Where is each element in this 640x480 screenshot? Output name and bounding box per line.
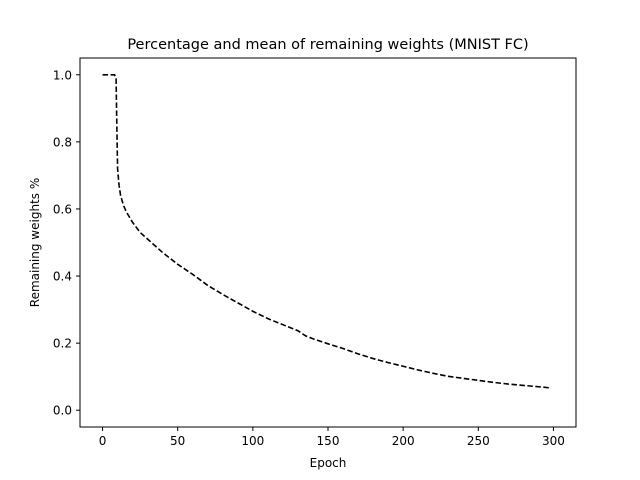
y-tick-label: 1.0	[53, 68, 72, 82]
series-line	[102, 73, 550, 389]
y-tick-label: 0.4	[53, 270, 72, 284]
x-tick-label: 300	[542, 434, 565, 448]
x-axis-label: Epoch	[310, 456, 347, 470]
chart-title: Percentage and mean of remaining weights…	[127, 37, 528, 53]
y-tick-label: 0.8	[53, 135, 72, 149]
y-tick-label: 0.0	[53, 404, 72, 418]
x-tick-label: 100	[241, 434, 264, 448]
x-tick-label: 150	[317, 434, 340, 448]
x-tick-label: 200	[392, 434, 415, 448]
y-axis-label: Remaining weights %	[28, 178, 42, 307]
y-tick-label: 0.2	[53, 337, 72, 351]
x-tick-label: 0	[99, 434, 107, 448]
y-tick-label: 0.6	[53, 202, 72, 216]
x-tick-label: 50	[170, 434, 185, 448]
plot-frame	[79, 57, 577, 428]
plot-area	[80, 58, 576, 427]
x-tick-label: 250	[467, 434, 490, 448]
